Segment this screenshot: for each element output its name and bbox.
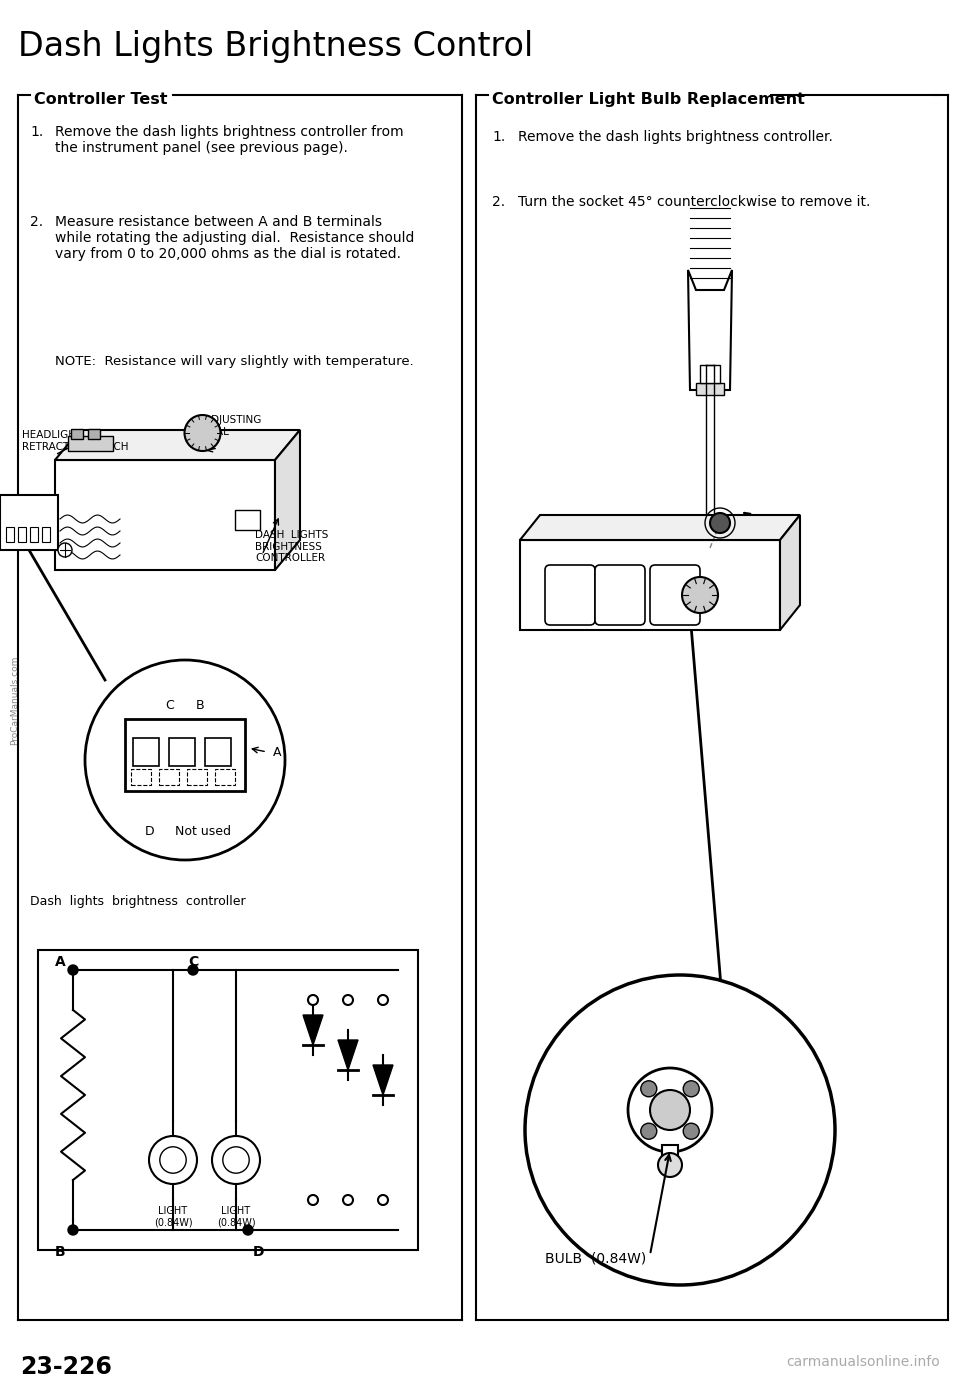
Bar [67,436,112,451]
Polygon shape [780,515,800,630]
Text: D: D [253,1246,265,1259]
Circle shape [243,1225,253,1235]
Bar [6,527,14,543]
Bar [159,770,179,785]
Text: 2.: 2. [492,195,505,209]
Circle shape [710,513,730,533]
Circle shape [149,1136,197,1183]
Bar [133,738,159,765]
Circle shape [640,1081,657,1096]
Circle shape [188,965,198,974]
Polygon shape [275,430,300,570]
Circle shape [343,1194,353,1205]
Text: D: D [145,825,155,837]
Circle shape [212,1136,260,1183]
Circle shape [68,965,78,974]
Polygon shape [688,270,732,390]
Polygon shape [373,1066,393,1095]
Text: 1.: 1. [30,125,43,138]
Text: Controller Light Bulb Replacement: Controller Light Bulb Replacement [492,91,804,107]
Bar [700,365,720,383]
Polygon shape [55,430,300,459]
Text: carmanualsonline.info: carmanualsonline.info [786,1355,940,1369]
Circle shape [343,995,353,1005]
Circle shape [684,1081,699,1096]
Bar [70,429,83,439]
Text: NOTE:  Resistance will vary slightly with temperature.: NOTE: Resistance will vary slightly with… [55,356,414,368]
Circle shape [58,543,72,556]
Circle shape [85,660,285,859]
Text: LIGHT
(0.84W): LIGHT (0.84W) [217,1205,255,1228]
Bar [125,720,245,792]
Text: Remove the dash lights brightness controller.: Remove the dash lights brightness contro… [518,130,833,144]
Circle shape [658,1153,682,1176]
Text: DASH  LIGHTS
BRIGHTNESS
CONTROLLER: DASH LIGHTS BRIGHTNESS CONTROLLER [255,530,328,563]
Text: Dash Lights Brightness Control: Dash Lights Brightness Control [18,30,533,64]
Text: BULB  (0.84W): BULB (0.84W) [545,1253,646,1266]
Circle shape [223,1147,250,1174]
Bar [38,949,418,1250]
Text: Remove the dash lights brightness controller from
the instrument panel (see prev: Remove the dash lights brightness contro… [55,125,403,155]
Bar [55,459,275,570]
Bar [662,1145,678,1165]
Bar [520,540,780,630]
Bar [0,495,58,549]
Text: ADJUSTING
DIAL: ADJUSTING DIAL [205,415,262,436]
Circle shape [159,1147,186,1174]
Circle shape [308,1194,318,1205]
Polygon shape [338,1039,358,1070]
Text: C: C [166,699,175,711]
Circle shape [684,1124,699,1139]
Bar [215,770,235,785]
Circle shape [525,974,835,1284]
Circle shape [628,1068,712,1151]
Text: Controller Test: Controller Test [34,91,167,107]
Text: 23-226: 23-226 [20,1355,112,1378]
Circle shape [378,995,388,1005]
Bar [30,527,38,543]
Text: ProCarManuals.com: ProCarManuals.com [10,655,19,745]
Circle shape [68,1225,78,1235]
Circle shape [378,1194,388,1205]
FancyBboxPatch shape [595,565,645,626]
Circle shape [682,577,718,613]
Bar [696,383,724,394]
Bar [87,429,100,439]
Polygon shape [698,530,722,548]
Polygon shape [520,515,800,540]
Polygon shape [303,1014,323,1045]
Bar [131,770,151,785]
Text: A: A [273,746,281,758]
Text: LIGHT
(0.84W): LIGHT (0.84W) [154,1205,192,1228]
Text: Measure resistance between A and B terminals
while rotating the adjusting dial. : Measure resistance between A and B termi… [55,215,415,262]
Text: B: B [196,699,204,711]
Circle shape [640,1124,657,1139]
Text: Turn the socket 45° counterclockwise to remove it.: Turn the socket 45° counterclockwise to … [518,195,871,209]
Text: Dash  lights  brightness  controller: Dash lights brightness controller [30,895,246,908]
Text: 1.: 1. [492,130,505,144]
Circle shape [308,995,318,1005]
Text: A: A [55,955,65,969]
Text: B: B [55,1246,65,1259]
Bar [42,527,50,543]
Text: HEADLIGHT
RETRACTOR SWITCH: HEADLIGHT RETRACTOR SWITCH [22,430,129,451]
FancyBboxPatch shape [650,565,700,626]
Bar [235,509,260,530]
Bar [18,527,26,543]
Text: Not used: Not used [175,825,231,837]
Circle shape [650,1091,690,1129]
Circle shape [184,415,221,451]
Text: C: C [188,955,199,969]
FancyBboxPatch shape [545,565,595,626]
Bar [205,738,231,765]
Text: 2.: 2. [30,215,43,228]
Bar [169,738,195,765]
Bar [187,770,207,785]
